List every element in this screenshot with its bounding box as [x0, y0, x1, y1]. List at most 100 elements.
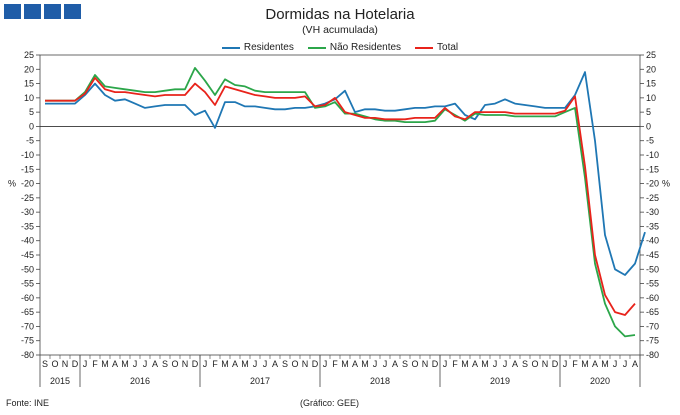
legend-item-nao-residentes: Não Residentes — [307, 42, 402, 53]
month-tick-label: M — [221, 359, 229, 369]
month-tick-label: J — [83, 359, 88, 369]
logo-block — [24, 4, 41, 19]
y-tick-label-left: -40 — [21, 236, 34, 246]
month-tick-label: F — [452, 359, 458, 369]
logo — [4, 4, 81, 19]
y-tick-label-left: -30 — [21, 207, 34, 217]
chart-title: Dormidas na Hotelaria — [265, 6, 415, 23]
y-axis-label-right: % — [662, 179, 670, 189]
month-tick-label: D — [432, 359, 439, 369]
legend-swatch — [415, 46, 434, 49]
month-tick-label: A — [112, 359, 118, 369]
y-tick-label-left: -15 — [21, 164, 34, 174]
legend-item-residentes: Residentes — [221, 42, 294, 53]
y-tick-label-left: -70 — [21, 321, 34, 331]
month-tick-label: O — [51, 359, 58, 369]
y-tick-label-left: -55 — [21, 279, 34, 289]
month-tick-label: J — [443, 359, 448, 369]
y-tick-label-left: -65 — [21, 307, 34, 317]
legend-swatch — [307, 46, 326, 49]
month-tick-label: D — [72, 359, 79, 369]
month-tick-label: S — [162, 359, 168, 369]
month-tick-label: N — [542, 359, 549, 369]
month-tick-label: O — [411, 359, 418, 369]
chart-subtitle: (VH acumulada) — [302, 24, 378, 36]
month-tick-label: M — [121, 359, 129, 369]
month-tick-label: M — [241, 359, 249, 369]
y-tick-label-left: 20 — [24, 64, 34, 74]
year-label: 2018 — [370, 376, 390, 386]
month-tick-label: O — [531, 359, 538, 369]
year-label: 2016 — [130, 376, 150, 386]
month-tick-label: M — [581, 359, 589, 369]
month-tick-label: S — [402, 359, 408, 369]
y-axis-label-left: % — [8, 179, 16, 189]
month-tick-label: D — [192, 359, 199, 369]
y-tick-label-left: -20 — [21, 179, 34, 189]
month-tick-label: J — [373, 359, 378, 369]
month-tick-label: N — [302, 359, 309, 369]
y-tick-label-left: -45 — [21, 250, 34, 260]
y-tick-label-left: -75 — [21, 336, 34, 346]
month-tick-label: A — [472, 359, 478, 369]
y-tick-label-right: 15 — [646, 79, 656, 89]
month-tick-label: J — [253, 359, 258, 369]
year-label: 2020 — [590, 376, 610, 386]
y-tick-label-right: 20 — [646, 64, 656, 74]
y-tick-label-right: -25 — [646, 193, 659, 203]
y-tick-label-right: -65 — [646, 307, 659, 317]
month-tick-label: J — [613, 359, 618, 369]
y-tick-label-left: -60 — [21, 293, 34, 303]
month-tick-label: N — [182, 359, 189, 369]
month-tick-label: J — [133, 359, 138, 369]
legend-label: Total — [437, 42, 459, 53]
y-tick-label-right: -20 — [646, 179, 659, 189]
month-tick-label: F — [332, 359, 338, 369]
y-tick-label-right: -50 — [646, 264, 659, 274]
y-tick-label-right: -60 — [646, 293, 659, 303]
year-label: 2015 — [50, 376, 70, 386]
month-tick-label: J — [143, 359, 148, 369]
year-label: 2017 — [250, 376, 270, 386]
y-tick-label-right: -55 — [646, 279, 659, 289]
month-tick-label: F — [212, 359, 218, 369]
legend: Residentes Não Residentes Total — [0, 42, 680, 53]
month-tick-label: A — [152, 359, 158, 369]
legend-label: Não Residentes — [329, 42, 402, 53]
month-tick-label: M — [461, 359, 469, 369]
series-line-nao-residentes — [45, 67, 636, 338]
month-tick-label: S — [282, 359, 288, 369]
source-note: Fonte: INE — [6, 398, 50, 408]
month-tick-label: J — [263, 359, 268, 369]
plot-frame — [39, 54, 641, 356]
y-tick-label-left: 0 — [29, 121, 34, 131]
year-label: 2019 — [490, 376, 510, 386]
logo-block — [64, 4, 81, 19]
month-tick-label: M — [601, 359, 609, 369]
month-tick-label: A — [352, 359, 358, 369]
legend-item-total: Total — [415, 42, 458, 53]
logo-block — [44, 4, 61, 19]
y-tick-label-right: -45 — [646, 250, 659, 260]
y-tick-label-left: 5 — [29, 107, 34, 117]
y-tick-label-left: 15 — [24, 79, 34, 89]
legend-label: Residentes — [243, 42, 294, 53]
y-tick-label-left: -80 — [21, 350, 34, 360]
month-tick-label: A — [512, 359, 518, 369]
month-tick-label: J — [503, 359, 508, 369]
month-tick-label: A — [632, 359, 638, 369]
month-tick-label: N — [422, 359, 429, 369]
series-line-total — [45, 77, 636, 316]
month-tick-label: J — [563, 359, 568, 369]
month-tick-label: J — [203, 359, 208, 369]
y-tick-label-left: -35 — [21, 221, 34, 231]
y-tick-label-right: 0 — [646, 121, 651, 131]
y-tick-label-right: 10 — [646, 93, 656, 103]
legend-swatch — [221, 46, 240, 49]
month-tick-label: D — [552, 359, 559, 369]
y-tick-label-left: -25 — [21, 193, 34, 203]
month-tick-label: N — [62, 359, 69, 369]
month-tick-label: A — [272, 359, 278, 369]
logo-block — [4, 4, 21, 19]
y-tick-label-right: 25 — [646, 50, 656, 60]
